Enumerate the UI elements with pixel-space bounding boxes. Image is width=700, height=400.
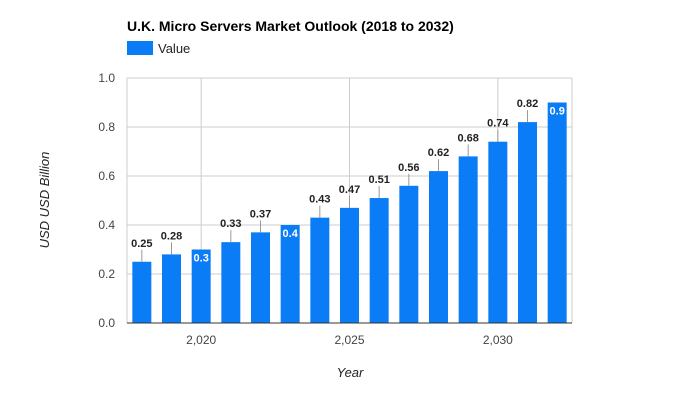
x-axis-ticks: 2,020 2,025 2,030 xyxy=(186,333,513,347)
y-tick-label: 1.0 xyxy=(98,71,115,85)
bar xyxy=(132,261,152,323)
bar xyxy=(310,217,330,323)
data-label: 0.62 xyxy=(428,147,449,159)
bar xyxy=(191,249,211,323)
data-labels: 0.25 0.28 0.3 0.33 0.37 0.4 0.43 0.47 0.51 0.56 0.… xyxy=(131,98,565,264)
data-label: 0.25 xyxy=(131,238,152,250)
data-label: 0.82 xyxy=(517,98,538,110)
data-label: 0.56 xyxy=(398,162,419,174)
x-tick-label: 2,025 xyxy=(334,333,364,347)
bar xyxy=(340,207,359,323)
y-axis-title: USD USD Billion xyxy=(37,152,52,249)
y-tick-label: 0.2 xyxy=(98,267,115,281)
x-tick-label: 2,020 xyxy=(186,333,216,347)
bar xyxy=(518,122,537,323)
bar xyxy=(458,156,478,323)
data-label: 0.28 xyxy=(161,230,182,242)
bar xyxy=(369,198,389,323)
bar xyxy=(488,141,508,323)
y-tick-label: 0.6 xyxy=(98,169,115,183)
y-tick-label: 0.0 xyxy=(98,316,115,330)
bar xyxy=(280,225,300,323)
legend-swatch xyxy=(127,41,153,55)
chart-title: U.K. Micro Servers Market Outlook (2018 … xyxy=(127,18,454,34)
data-label: 0.74 xyxy=(487,118,509,130)
y-tick-label: 0.4 xyxy=(98,218,115,232)
data-label: 0.4 xyxy=(283,228,299,240)
data-label: 0.37 xyxy=(250,208,271,220)
data-label: 0.3 xyxy=(194,253,209,265)
data-label: 0.43 xyxy=(309,194,330,206)
data-label: 0.9 xyxy=(550,106,565,118)
x-axis-title: Year xyxy=(337,365,364,380)
legend-label-value: Value xyxy=(158,41,190,56)
bar xyxy=(547,102,567,323)
y-axis-ticks: 0.0 0.2 0.4 0.6 0.8 1.0 xyxy=(98,71,115,330)
bars xyxy=(132,102,567,323)
y-tick-label: 0.8 xyxy=(98,120,115,134)
legend: Value xyxy=(127,41,190,56)
bar xyxy=(399,185,419,323)
bar xyxy=(429,171,448,323)
data-label: 0.33 xyxy=(220,218,241,230)
x-tick-label: 2,030 xyxy=(483,333,513,347)
bar xyxy=(221,242,241,323)
data-label: 0.68 xyxy=(457,132,478,144)
bar xyxy=(251,232,270,323)
data-label: 0.51 xyxy=(368,174,389,186)
bar xyxy=(162,254,181,323)
data-label: 0.47 xyxy=(339,184,360,196)
